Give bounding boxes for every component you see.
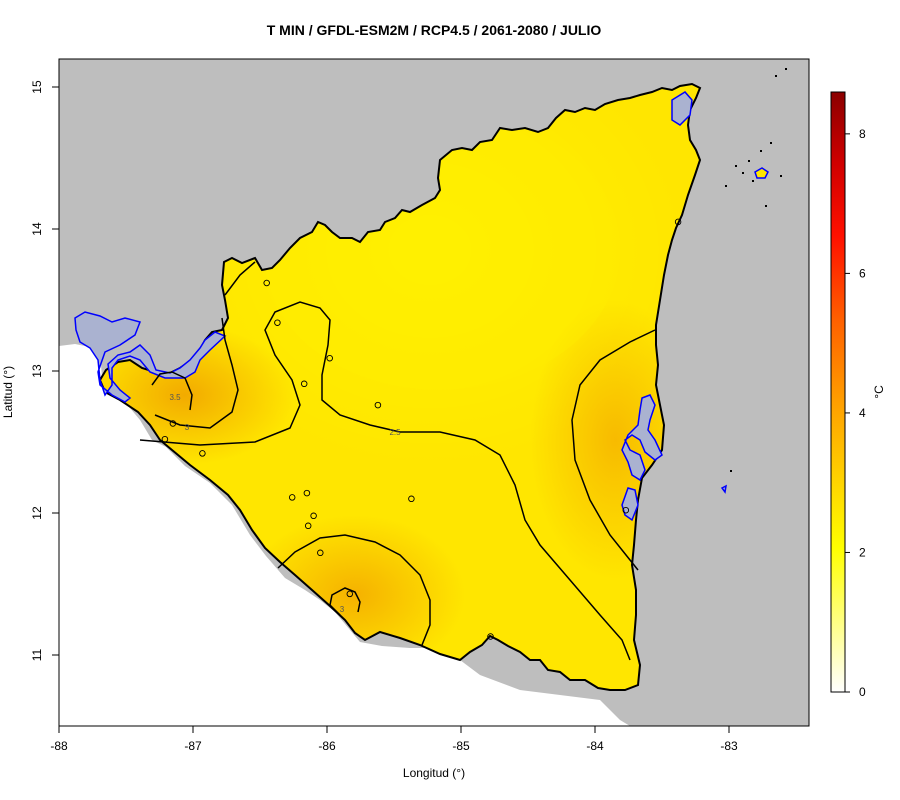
- x-tick-label: -83: [720, 739, 738, 753]
- station-marker: [408, 495, 415, 503]
- contour-label-25: 2.5: [389, 428, 401, 437]
- y-tick-label: 12: [30, 506, 44, 520]
- northern-lagoon: [671, 91, 693, 126]
- x-tick-label: -84: [586, 739, 604, 753]
- y-tick-label: 15: [30, 80, 44, 94]
- country-nicaragua: [98, 82, 702, 691]
- station-marker: [303, 489, 311, 497]
- colorbar-tick-label: 8: [859, 127, 866, 141]
- colorbar-tick-label: 6: [859, 266, 866, 280]
- contour-label-3: 3: [185, 423, 190, 432]
- colorbar-unit: °C: [872, 385, 886, 399]
- station-marker: [161, 435, 169, 443]
- map-title: T MIN / GFDL-ESM2M / RCP4.5 / 2061-2080 …: [267, 22, 602, 38]
- station-marker: [317, 549, 324, 557]
- station-marker: [346, 590, 354, 598]
- contour-label-group: 3.5 3 2.5 3: [169, 393, 401, 614]
- bluefields-bay: [621, 487, 639, 522]
- x-tick-label: -88: [50, 739, 68, 753]
- colorbar-tick-label: 2: [859, 545, 866, 559]
- offshore-cays: [725, 68, 787, 472]
- station-marker: [288, 494, 296, 501]
- station-marker: [169, 420, 177, 427]
- pacific-ocean: [59, 344, 630, 726]
- plot-region: 3.5 3 2.5 3: [59, 59, 809, 726]
- contour-lines: [139, 261, 656, 661]
- contour-label-3-south: 3: [340, 605, 345, 614]
- station-markers: [161, 218, 682, 640]
- colorbar-tick-label: 0: [859, 685, 866, 699]
- station-marker: [274, 319, 281, 326]
- y-axis: 11 12 13 14 15 Latitud (°): [1, 80, 60, 661]
- station-marker: [674, 218, 682, 226]
- station-marker: [374, 401, 382, 409]
- x-tick-label: -86: [318, 739, 336, 753]
- station-marker: [326, 354, 333, 362]
- y-tick-label: 14: [30, 222, 44, 236]
- caribbean-islet: [720, 484, 727, 494]
- station-marker: [622, 506, 630, 514]
- station-marker: [263, 279, 270, 287]
- x-axis-label: Longitud (°): [403, 766, 465, 780]
- station-marker: [487, 633, 494, 640]
- y-tick-label: 11: [30, 648, 44, 661]
- colorbar-gradient: [830, 91, 846, 693]
- contour-label-35: 3.5: [169, 393, 181, 402]
- corn-island: [754, 167, 769, 179]
- colorbar: 0 2 4 6 8 °C: [830, 91, 886, 699]
- station-marker: [300, 380, 308, 388]
- station-marker: [310, 512, 317, 520]
- y-tick-label: 13: [30, 364, 44, 378]
- gulf-of-fonseca: [74, 311, 227, 403]
- station-marker: [304, 522, 312, 530]
- y-axis-label: Latitud (°): [1, 366, 15, 418]
- x-axis: -88 -87 -86 -85 -84 -83 Longitud (°): [50, 725, 738, 780]
- colorbar-tick-label: 4: [859, 406, 866, 420]
- x-tick-label: -87: [184, 739, 202, 753]
- station-marker: [199, 450, 206, 457]
- pearl-lagoon: [621, 394, 663, 482]
- x-tick-label: -85: [452, 739, 470, 753]
